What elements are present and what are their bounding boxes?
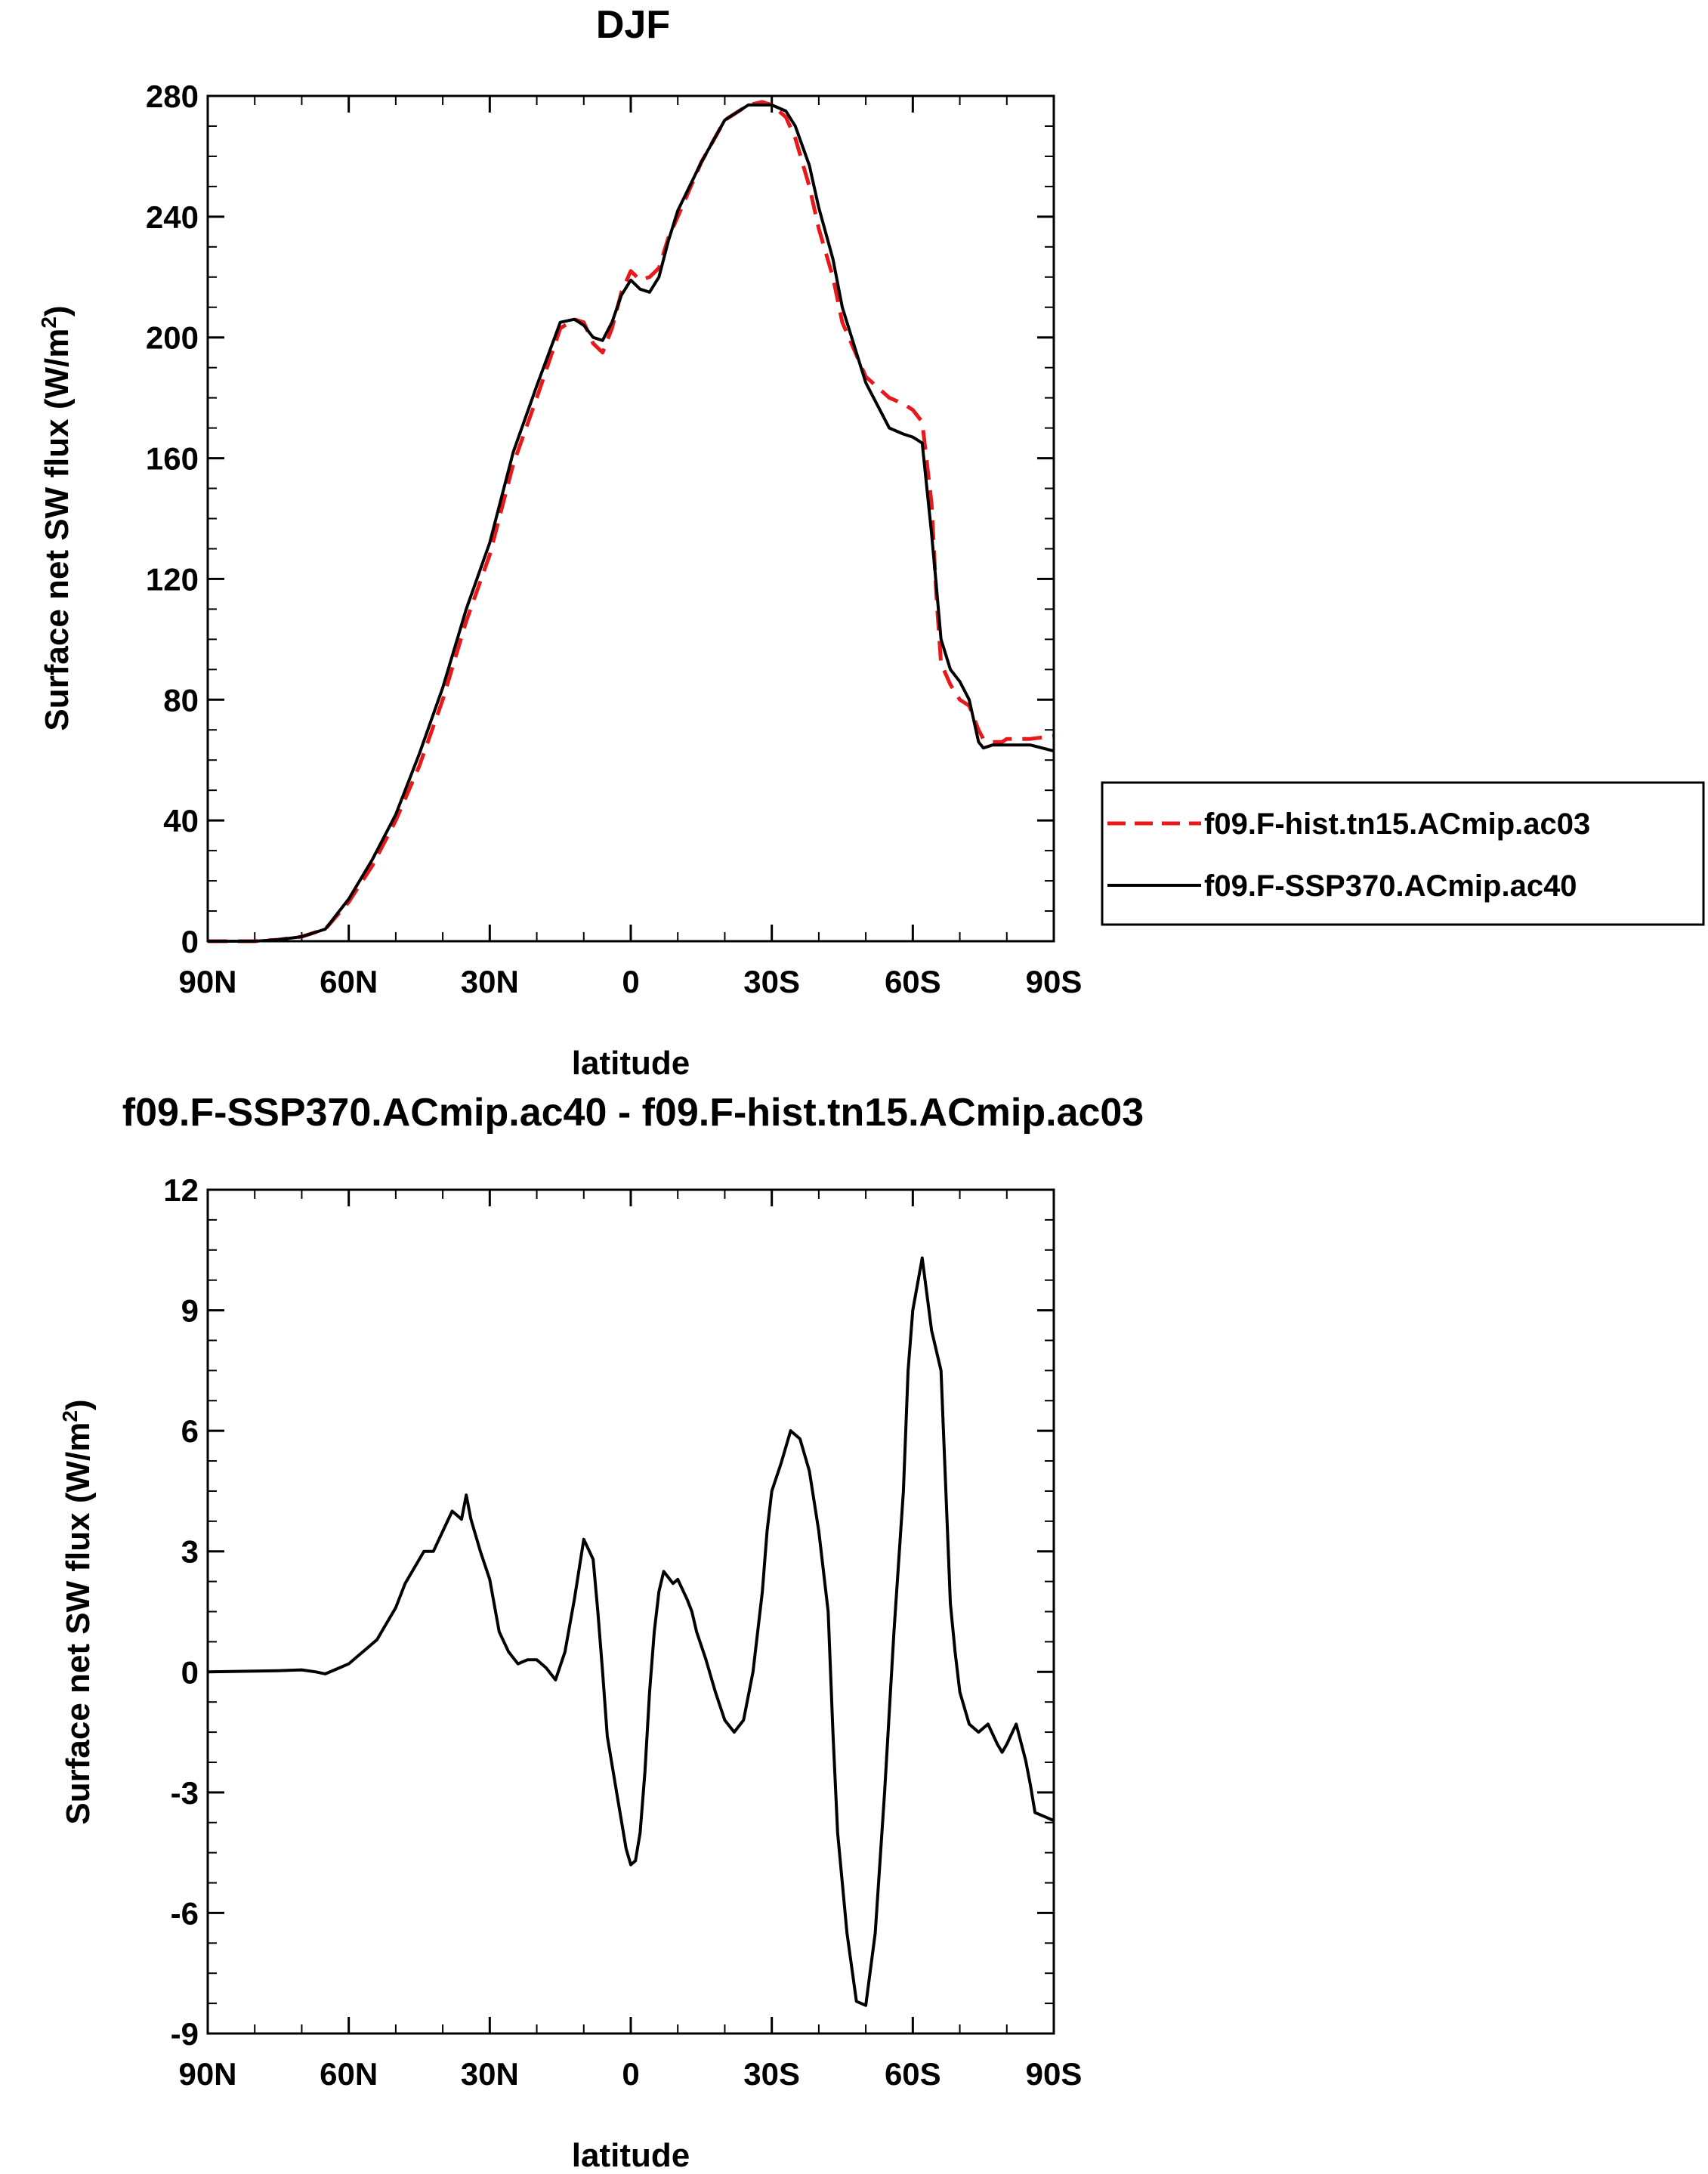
y-tick-label: 200 bbox=[146, 320, 199, 356]
x-tick-label: 30N bbox=[461, 2056, 519, 2092]
x-tick-label: 90N bbox=[178, 964, 236, 999]
y-tick-label: 120 bbox=[146, 561, 199, 597]
x-tick-label: 90N bbox=[178, 2056, 236, 2092]
bottom-panel-title: f09.F-SSP370.ACmip.ac40 - f09.F-hist.tn1… bbox=[122, 1091, 1144, 1135]
series-line-0 bbox=[207, 1256, 1055, 2007]
bottom-panel-frame bbox=[206, 1188, 1055, 2035]
series-line-1 bbox=[208, 103, 1055, 943]
top-panel-x-axis: 90N 60N 30N 0 30S 60S 90S bbox=[178, 96, 1082, 999]
bottom-panel-x-label: latitude bbox=[572, 2137, 690, 2174]
y-tick-label: 160 bbox=[146, 441, 199, 477]
x-tick-label: 90S bbox=[1026, 964, 1083, 999]
y-tick-label: 12 bbox=[163, 1172, 199, 1208]
bottom-panel: f09.F-SSP370.ACmip.ac40 - f09.F-hist.tn1… bbox=[58, 1091, 1144, 2174]
top-panel-frame bbox=[206, 94, 1055, 943]
y-tick-label: 0 bbox=[181, 1654, 199, 1690]
y-tick-label: -6 bbox=[171, 1895, 199, 1931]
legend-label-hist: f09.F-hist.tn15.ACmip.ac03 bbox=[1204, 808, 1590, 841]
x-tick-label: 30S bbox=[743, 964, 800, 999]
y-tick-label: 3 bbox=[181, 1534, 199, 1570]
y-tick-label: 9 bbox=[181, 1293, 199, 1329]
top-panel-title: DJF bbox=[596, 3, 670, 47]
bottom-panel-y-axis: -9 -6 -3 0 3 6 9 12 bbox=[163, 1172, 1054, 2052]
y-tick-label: 40 bbox=[163, 803, 199, 838]
x-tick-label: 60N bbox=[320, 964, 378, 999]
top-panel-y-label: Surface net SW flux (W/m2) bbox=[37, 305, 76, 730]
bottom-panel-y-label: Surface net SW flux (W/m2) bbox=[58, 1399, 97, 1824]
top-panel-x-label: latitude bbox=[572, 1045, 690, 1082]
x-tick-label: 0 bbox=[622, 2056, 639, 2092]
bottom-panel-series bbox=[207, 1256, 1055, 2007]
y-tick-label: 280 bbox=[146, 79, 199, 114]
x-tick-label: 30S bbox=[743, 2056, 800, 2092]
y-tick-label: 0 bbox=[181, 924, 199, 959]
x-tick-label: 60N bbox=[320, 2056, 378, 2092]
y-tick-label: 240 bbox=[146, 199, 199, 235]
x-tick-label: 60S bbox=[885, 2056, 941, 2092]
y-tick-label: 80 bbox=[163, 682, 199, 718]
top-panel: DJF 0 40 80 120 160 200 240 280 90N 60N 30N 0 30S 60… bbox=[37, 3, 1705, 1082]
bottom-panel-x-axis: 90N 60N 30N 0 30S 60S 90S bbox=[178, 1190, 1082, 2092]
series-line-0 bbox=[208, 100, 1055, 943]
legend-box bbox=[1101, 781, 1705, 926]
y-tick-label: -3 bbox=[171, 1775, 199, 1811]
legend: f09.F-hist.tn15.ACmip.ac03 f09.F-SSP370.… bbox=[1101, 781, 1705, 926]
legend-label-ssp370: f09.F-SSP370.ACmip.ac40 bbox=[1204, 869, 1577, 903]
x-tick-label: 60S bbox=[885, 964, 941, 999]
x-tick-label: 0 bbox=[622, 964, 639, 999]
top-panel-y-axis: 0 40 80 120 160 200 240 280 bbox=[146, 79, 1054, 959]
x-tick-label: 90S bbox=[1026, 2056, 1083, 2092]
y-tick-label: 6 bbox=[181, 1413, 199, 1449]
top-panel-series bbox=[208, 100, 1055, 943]
y-tick-label: -9 bbox=[171, 2016, 199, 2052]
x-tick-label: 30N bbox=[461, 964, 519, 999]
